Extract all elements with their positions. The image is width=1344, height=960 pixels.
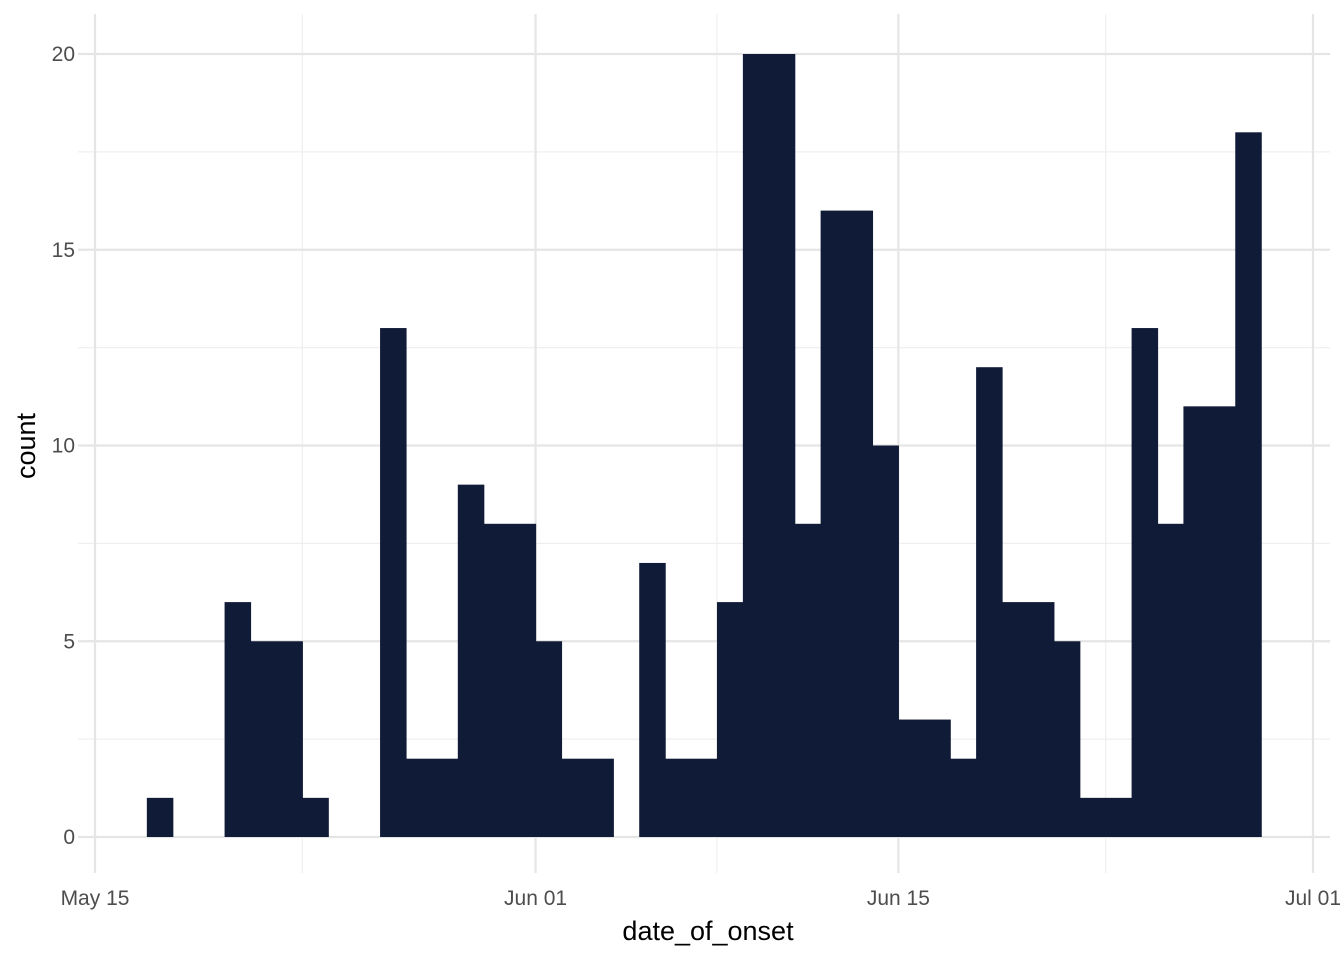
histogram-bars [146,54,1262,838]
histogram-bar [898,719,951,837]
histogram-bar [1131,328,1159,837]
histogram-bar [146,797,174,837]
histogram-bar [665,758,718,837]
histogram-bar [820,210,874,838]
y-tick-label: 10 [52,435,75,458]
histogram-bar [250,641,303,837]
histogram-bar [380,328,407,837]
histogram-bar [639,562,666,837]
histogram-bar [716,602,744,837]
histogram-bar [224,602,252,837]
histogram-bar [1053,641,1081,837]
histogram-bar [742,54,796,837]
histogram-bar [1079,797,1133,837]
histogram-bar [561,758,614,837]
histogram-bar [1235,132,1262,838]
histogram-bar [1002,602,1055,837]
x-tick-label: Jun 15 [867,887,930,910]
x-tick-label: Jul 01 [1285,887,1341,910]
histogram-bar [405,758,459,837]
histogram-bar [872,445,899,837]
y-tick-label: 5 [63,630,75,653]
x-axis-tick-labels: May 15 Jun 01 Jun 15 Jul 01 [61,887,1341,910]
histogram-bar [794,523,822,837]
x-tick-label: Jun 01 [504,887,567,910]
x-tick-label: May 15 [61,887,130,910]
y-tick-label: 15 [52,239,75,262]
y-axis-title: count [11,412,41,479]
histogram-bar [535,641,563,837]
y-tick-label: 0 [63,826,75,849]
major-gridlines-y [78,52,1330,839]
histogram-bar [302,797,329,837]
histogram-bar [1157,523,1185,837]
x-axis-title: date_of_onset [622,916,794,946]
histogram-bar [1183,406,1236,837]
histogram-bar [976,367,1003,837]
y-tick-label: 20 [52,43,75,66]
minor-gridlines-y [78,151,1330,740]
histogram-bar [457,484,485,837]
histogram-bar [483,523,537,837]
y-axis-tick-labels: 0 5 10 15 20 [52,43,75,849]
histogram-bar [950,758,977,837]
